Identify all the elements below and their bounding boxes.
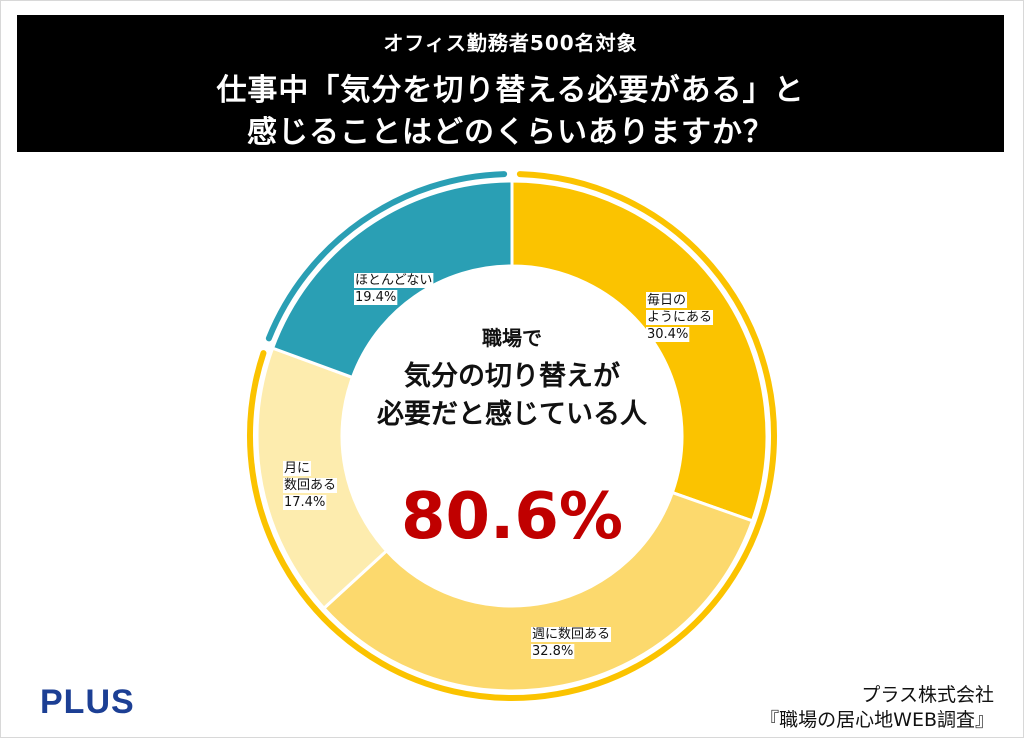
label-background (354, 273, 434, 288)
credit-company: プラス株式会社 (861, 684, 994, 706)
slice-label-3-line-1: 月に (284, 461, 310, 476)
center-text-line1: 職場で (482, 326, 542, 350)
slice-label-3-line-2: 数回ある (284, 478, 336, 493)
label-background (283, 461, 312, 476)
slice-label-4-line-2: 19.4% (355, 290, 396, 305)
outer-ring-not-needed (265, 171, 508, 342)
slice-label-1-line-1: 毎日の (647, 292, 686, 308)
center-text-line3: 必要だと感じている人 (377, 398, 647, 430)
chart-subtitle: オフィス勤務者500名対象 (383, 31, 638, 55)
label-background (283, 478, 338, 493)
label-background (531, 644, 575, 659)
slice-label-1-line-3: 30.4% (647, 327, 688, 342)
slice-label-4-line-1: ほとんどない (355, 273, 432, 288)
label-background (531, 627, 612, 642)
outer-ring (247, 171, 777, 701)
donut-hole (342, 266, 682, 606)
chart-header: オフィス勤務者500名対象 仕事中「気分を切り替える必要がある」と 感じることは… (17, 15, 1004, 152)
chart-title-line1: 仕事中「気分を切り替える必要がある」と (216, 73, 805, 108)
label-background (354, 290, 398, 305)
outer-ring-needed (247, 171, 777, 701)
slice-label-2: 週に数回ある 32.8% (531, 627, 612, 659)
slice-label-2-line-2: 32.8% (532, 644, 573, 659)
label-background (283, 495, 327, 510)
plus-logo: PLUS (40, 683, 135, 721)
chart-title-line2: 感じることはどのくらいありますか？ (247, 115, 774, 150)
label-background (646, 292, 688, 308)
slice-label-3-line-3: 17.4% (284, 495, 325, 510)
credit-survey: 『職場の居心地WEB調査』 (760, 709, 994, 731)
label-background (646, 310, 714, 325)
label-background (646, 327, 690, 342)
center-percent: 80.6% (401, 480, 623, 554)
slice-label-4: ほとんどない 19.4% (354, 273, 434, 305)
slice-label-1-line-2: ようにある (647, 310, 712, 325)
center-text-line2: 気分の切り替えが (404, 360, 620, 392)
slice-label-2-line-1: 週に数回ある (532, 627, 610, 642)
